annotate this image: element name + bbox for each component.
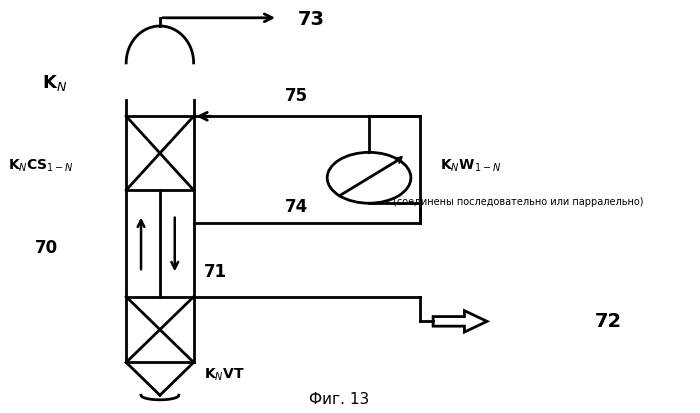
Text: 73: 73 [298, 10, 326, 29]
Text: Фиг. 13: Фиг. 13 [309, 392, 369, 407]
Text: K$_N$: K$_N$ [42, 74, 67, 93]
Text: K$_N$W$_{1-N}$: K$_N$W$_{1-N}$ [440, 157, 501, 174]
Text: K$_N$VT: K$_N$VT [204, 366, 244, 383]
Text: (соединены последовательно или парралельно): (соединены последовательно или парралель… [393, 197, 643, 207]
Text: 72: 72 [595, 312, 622, 331]
Text: 75: 75 [285, 87, 308, 105]
Text: K$_N$CS$_{1-N}$: K$_N$CS$_{1-N}$ [8, 157, 74, 174]
Text: 74: 74 [285, 197, 308, 216]
Text: 70: 70 [35, 239, 58, 256]
Text: 71: 71 [204, 263, 227, 281]
